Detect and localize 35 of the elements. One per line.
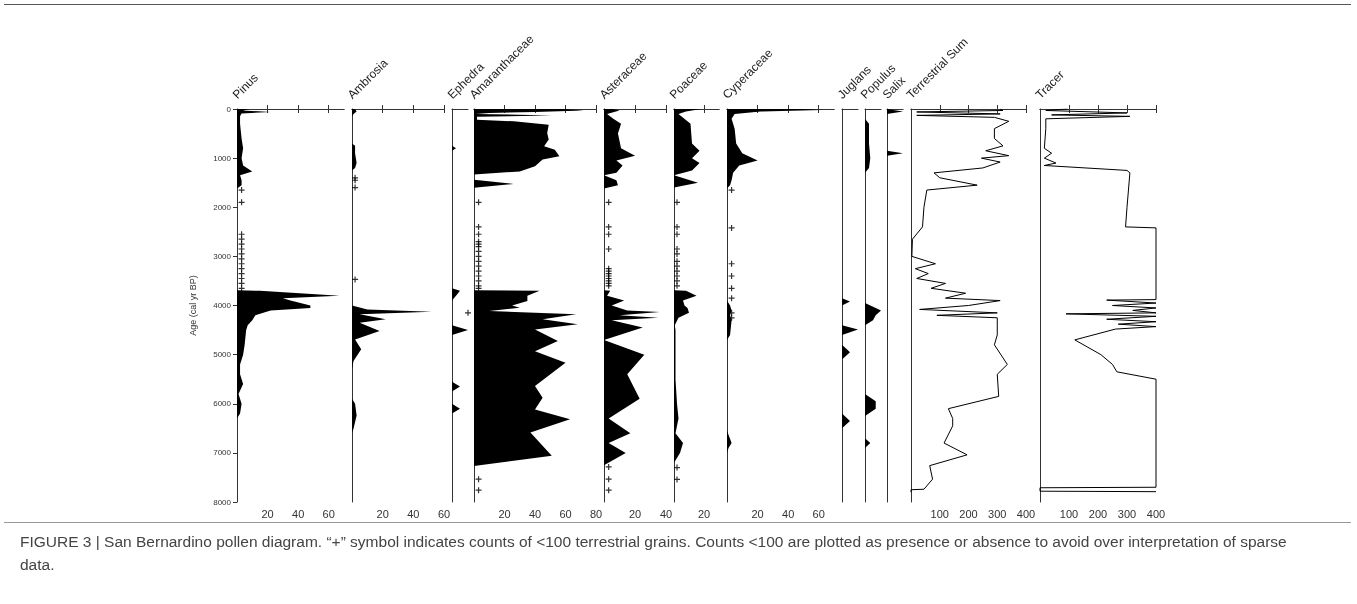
- x-tick-label: 80: [589, 507, 603, 520]
- y-tick-label: 1000: [213, 153, 232, 163]
- x-tick-label: 20: [751, 507, 764, 520]
- x-tick-label: 20: [628, 507, 642, 520]
- x-tick-label: 20: [261, 507, 274, 520]
- y-tick-label: 2000: [213, 202, 232, 212]
- x-tick-label: 60: [812, 507, 825, 520]
- x-tick-label: 300: [1117, 507, 1137, 520]
- x-tick-label: 40: [782, 507, 795, 520]
- x-tick-label: 200: [959, 507, 978, 520]
- y-tick-label: 3000: [213, 251, 232, 261]
- x-tick-label: 60: [559, 507, 572, 520]
- x-tick-label: 60: [437, 507, 451, 520]
- x-tick-label: 300: [988, 507, 1007, 520]
- x-tick-label: 400: [1146, 507, 1166, 520]
- x-tick-label: 20: [376, 507, 389, 520]
- caption: FIGURE 3 | San Bernardino pollen diagram. “+” symbol indicates counts of <100 terrestrial grains. Counts <100 are plotted as presence or absence to avoid over interpretation of sparse data.: [20, 532, 1288, 575]
- y-tick-label: 6000: [213, 399, 232, 409]
- y-tick-label: 7000: [213, 448, 232, 458]
- x-tick-label: 60: [322, 507, 335, 520]
- y-tick-label: 0: [226, 104, 232, 114]
- x-tick-label: 20: [498, 507, 511, 520]
- x-tick-label: 20: [697, 507, 711, 520]
- y-tick-label: 8000: [213, 497, 232, 507]
- x-tick-label: 100: [930, 507, 949, 520]
- y-tick-label: 4000: [213, 301, 232, 310]
- x-tick-label: 400: [1016, 507, 1036, 520]
- x-tick-label: 40: [528, 507, 542, 520]
- x-tick-label: 40: [407, 507, 420, 520]
- x-tick-label: 100: [1059, 507, 1079, 520]
- x-tick-label: 40: [659, 507, 673, 520]
- x-tick-label: 40: [292, 507, 305, 520]
- y-axis-title: Age (cal yr BP): [187, 275, 198, 336]
- x-tick-label: 200: [1088, 507, 1108, 520]
- y-tick-label: 5000: [213, 350, 232, 360]
